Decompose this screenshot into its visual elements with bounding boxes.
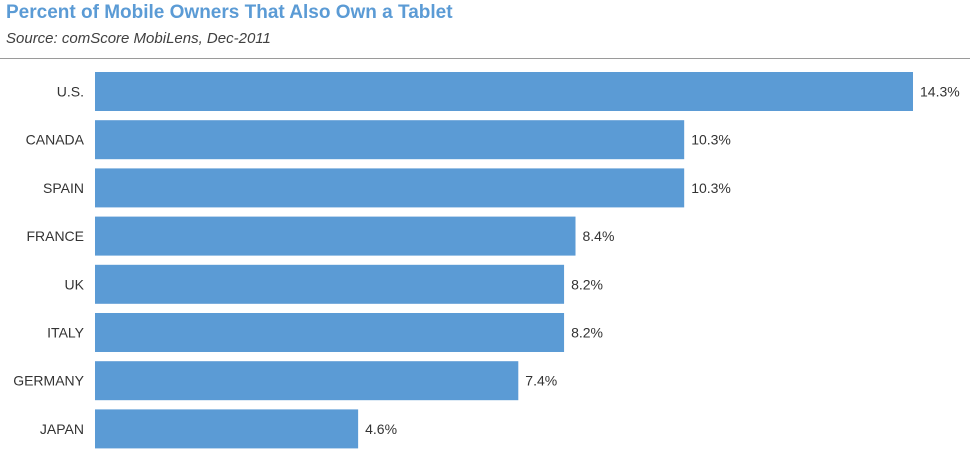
bar-uk <box>95 264 565 304</box>
bar-germany <box>95 361 519 401</box>
bar-spain <box>95 168 685 208</box>
bar-italy <box>95 313 565 352</box>
category-label: JAPAN <box>40 421 84 437</box>
value-label: 7.4% <box>525 373 557 389</box>
value-label: 4.6% <box>365 421 397 437</box>
bar-japan <box>95 409 359 449</box>
bar-france <box>95 216 576 256</box>
category-label: CANADA <box>26 132 85 148</box>
value-label: 10.3% <box>691 132 731 148</box>
category-label: ITALY <box>47 325 84 341</box>
value-label: 14.3% <box>920 84 960 100</box>
value-label: 8.4% <box>583 228 615 244</box>
category-label: U.S. <box>57 84 84 100</box>
value-label: 8.2% <box>571 325 603 341</box>
value-label: 10.3% <box>691 180 731 196</box>
value-label: 8.2% <box>571 276 603 292</box>
title-divider <box>0 58 970 59</box>
bar-canada <box>95 120 685 160</box>
chart-title: Percent of Mobile Owners That Also Own a… <box>6 2 453 23</box>
chart-subtitle: Source: comScore MobiLens, Dec-2011 <box>6 30 271 47</box>
category-label: FRANCE <box>26 228 84 244</box>
category-label: SPAIN <box>43 180 84 196</box>
bar-u-s <box>95 72 913 111</box>
category-label: GERMANY <box>13 373 84 389</box>
category-label: UK <box>65 276 85 292</box>
